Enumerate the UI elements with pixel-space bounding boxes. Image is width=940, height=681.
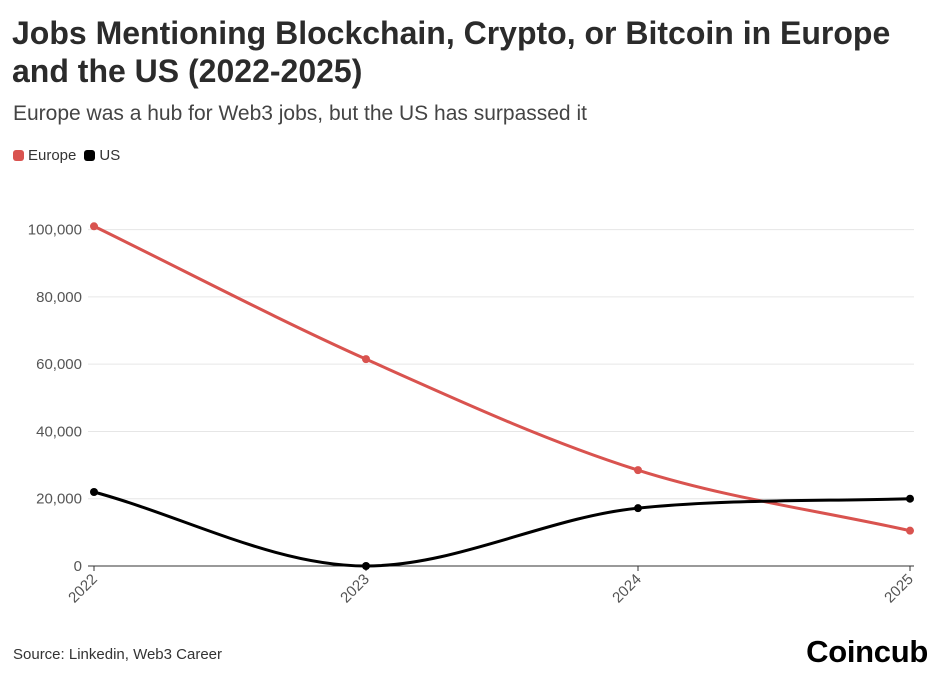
- data-point-europe-2022: [90, 222, 98, 231]
- y-tick-label-0: 0: [74, 558, 82, 575]
- data-point-us-2024: [634, 504, 642, 513]
- legend-swatch-europe: [13, 150, 24, 161]
- chart-title: Jobs Mentioning Blockchain, Crypto, or B…: [12, 15, 891, 89]
- legend-swatch-us: [84, 150, 96, 161]
- x-tick-label-2023: 2023: [337, 571, 373, 607]
- brand-logo: Coincub: [806, 634, 928, 669]
- x-tick-label-2022: 2022: [65, 571, 101, 607]
- series-line-europe: [92, 224, 912, 533]
- x-tick-label-2024: 2024: [609, 571, 645, 607]
- chart-subtitle: Europe was a hub for Web3 jobs, but the …: [13, 102, 587, 125]
- legend: Europe US: [13, 147, 128, 164]
- data-point-europe-2025: [906, 526, 914, 535]
- y-tick-label-60000: 60,000: [36, 356, 82, 373]
- series-line-us: [92, 490, 912, 568]
- data-point-us-2022: [90, 488, 98, 496]
- data-point-us-2025: [906, 494, 914, 503]
- legend-label-europe: Europe: [28, 147, 77, 164]
- data-point-europe-2023: [362, 355, 370, 364]
- legend-item-europe[interactable]: Europe: [13, 147, 76, 164]
- legend-label-us: US: [99, 147, 121, 164]
- y-tick-label-20000: 20,000: [36, 491, 82, 508]
- data-point-europe-2024: [634, 466, 642, 475]
- y-tick-label-80000: 80,000: [36, 289, 82, 306]
- legend-item-us[interactable]: US: [84, 147, 120, 164]
- y-tick-label-100000: 100,000: [28, 222, 82, 239]
- data-point-us-2023: [362, 562, 370, 570]
- y-tick-label-40000: 40,000: [36, 423, 82, 440]
- source-note: Source: Linkedin, Web3 Career: [13, 646, 223, 663]
- x-tick-label-2025: 2025: [881, 571, 917, 607]
